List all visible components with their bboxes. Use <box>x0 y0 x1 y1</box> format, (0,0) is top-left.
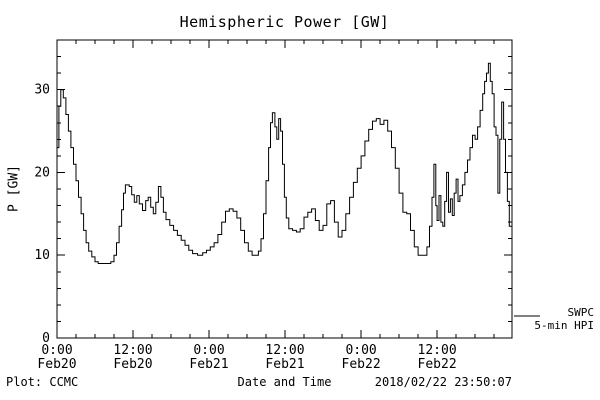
hpi-step-line <box>57 62 513 264</box>
x-tick-date-label: Feb20 <box>37 357 76 372</box>
y-tick-label: 20 <box>34 165 50 180</box>
x-tick-date-label: Feb20 <box>113 357 152 372</box>
y-tick-label: 10 <box>34 248 50 263</box>
x-tick-date-label: Feb22 <box>418 357 457 372</box>
plot-source-label: Plot: CCMC <box>6 375 79 389</box>
y-tick-label: 30 <box>34 83 50 98</box>
chart-title: Hemispheric Power [GW] <box>179 13 390 31</box>
legend-label-hpi: 5-min HPI <box>534 319 594 332</box>
x-tick-time-label: 0:00 <box>345 343 376 358</box>
x-tick-date-label: Feb22 <box>342 357 381 372</box>
x-tick-time-label: 12:00 <box>113 343 152 358</box>
plot-timestamp: 2018/02/22 23:50:07 <box>374 375 512 389</box>
x-tick-time-label: 0:00 <box>41 343 72 358</box>
x-tick-time-label: 12:00 <box>265 343 304 358</box>
y-tick-label: 0 <box>42 331 50 346</box>
x-tick-date-label: Feb21 <box>265 357 304 372</box>
y-axis-label: P [GW] <box>6 165 22 212</box>
x-axis-label: Date and Time <box>237 375 332 389</box>
x-tick-date-label: Feb21 <box>189 357 228 372</box>
axis-box <box>56 39 513 339</box>
legend-label-swpc: SWPC <box>567 306 595 319</box>
x-tick-time-label: 12:00 <box>418 343 457 358</box>
legend: SWPC 5-min HPI <box>514 306 594 332</box>
x-tick-time-label: 0:00 <box>193 343 224 358</box>
